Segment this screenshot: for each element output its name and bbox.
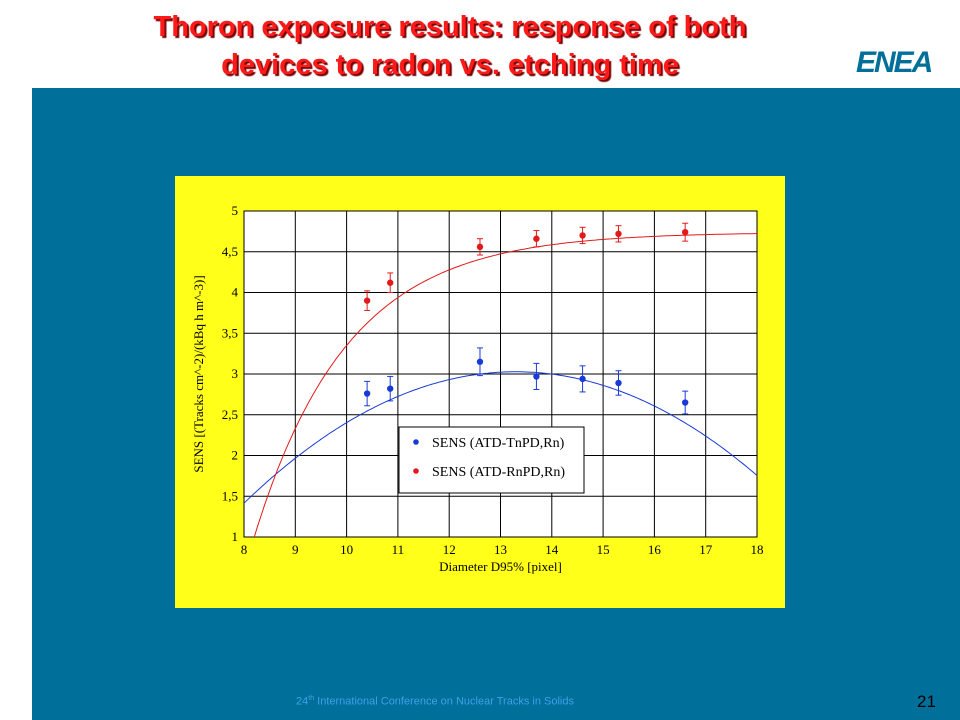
plot-frame: [243, 210, 758, 538]
data-point: [387, 279, 394, 286]
footer-conference: International Conference on Nuclear Trac…: [314, 695, 574, 708]
data-point: [476, 243, 484, 251]
fit-curve-1: [253, 233, 757, 537]
data-point: [579, 375, 586, 383]
y-tick-label: 3,5: [222, 325, 238, 340]
x-axis-label: Diameter D95% [pixel]: [439, 559, 562, 574]
x-tick-label: 16: [648, 542, 662, 557]
y-tick-label: 5: [232, 203, 239, 218]
x-tick-label: 11: [392, 542, 405, 557]
title-line-1: Thoron exposure results: response of bot…: [153, 11, 747, 43]
x-tick-label: 15: [597, 542, 610, 557]
title-line-2: devices to radon vs. etching time: [221, 49, 679, 81]
x-tick-label: 13: [494, 542, 507, 557]
footer-text: 24th International Conference on Nuclear…: [296, 695, 574, 708]
footer-ordinal-suffix: th: [308, 695, 315, 702]
legend-marker: [413, 468, 419, 474]
footer-ordinal: 24: [296, 695, 309, 708]
data-point: [533, 235, 540, 242]
y-tick-label: 2,5: [222, 407, 238, 422]
x-tick-label: 18: [751, 542, 764, 557]
x-tick-label: 10: [340, 542, 353, 557]
x-tick-label: 17: [699, 542, 713, 557]
y-tick-label: 4: [232, 285, 239, 300]
data-point: [615, 379, 622, 387]
logo-text: ENEA: [856, 46, 932, 79]
data-point: [387, 385, 394, 392]
data-point: [363, 297, 371, 304]
data-point: [615, 230, 622, 238]
chart-container: 8 9 10 11 12 13 14 15 16 17 18 1 1,5 2 2,5 3 3,5 4 4,5 5 Dia…: [175, 176, 785, 608]
data-point: [579, 232, 586, 239]
data-point: [476, 358, 484, 365]
y-tick-label: 2: [232, 448, 239, 463]
y-axis-label: SENS [(Tracks cm^-2)/(kBq h m^-3)]: [191, 275, 206, 472]
y-tick-label: 1: [232, 529, 239, 544]
page-number: 21: [917, 692, 936, 711]
x-tick-label: 9: [292, 542, 299, 557]
fit-curve-0: [244, 371, 757, 504]
legend-marker: [413, 439, 419, 445]
data-point: [533, 373, 540, 380]
y-tick-label: 4,5: [222, 244, 238, 259]
x-tick-label: 8: [241, 542, 248, 557]
legend-entry: SENS (ATD-TnPD,Rn): [432, 436, 565, 451]
chart: 8 9 10 11 12 13 14 15 16 17 18 1 1,5 2 2,5 3 3,5 4 4,5 5 Dia…: [191, 203, 764, 574]
enea-logo: ENEA: [850, 0, 960, 88]
legend-box: [398, 426, 585, 494]
logo-graphic: ENEA: [856, 0, 960, 88]
data-point: [681, 228, 689, 236]
x-tick-label: 12: [443, 542, 456, 557]
y-tick-label: 3: [232, 366, 239, 381]
data-point: [681, 399, 689, 406]
data-point: [363, 390, 371, 397]
x-tick-label: 14: [545, 542, 559, 557]
y-tick-label: 1,5: [222, 488, 238, 503]
slide-title: Thoron exposure results: response of bot…: [70, 8, 830, 84]
legend-entry: SENS (ATD-RnPD,Rn): [432, 465, 565, 480]
